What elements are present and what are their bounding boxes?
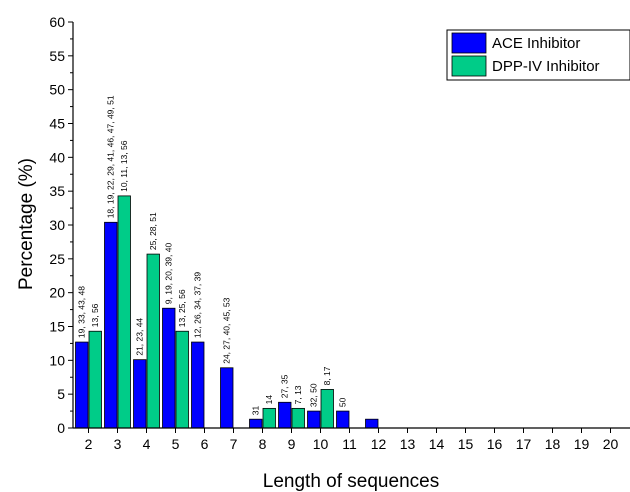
x-tick-label: 2 bbox=[85, 436, 93, 452]
legend-swatch-ace bbox=[451, 32, 487, 54]
legend-label-dpp: DPP-IV Inhibitor bbox=[492, 58, 600, 75]
y-tick-label: 20 bbox=[49, 285, 65, 301]
x-axis-title: Length of sequences bbox=[263, 471, 439, 492]
data-label: 24, 27, 40, 45, 53 bbox=[222, 297, 232, 363]
y-axis: 0 5 10 15 20 25 30 35 40 45 50 55 60 bbox=[49, 14, 73, 436]
y-tick-label: 35 bbox=[49, 183, 65, 199]
bar-dpp-8 bbox=[262, 407, 276, 429]
data-label: 13, 25, 56 bbox=[177, 289, 187, 327]
x-tick-label: 11 bbox=[342, 436, 357, 452]
y-tick-label: 40 bbox=[49, 149, 65, 165]
data-label: 32, 50 bbox=[309, 383, 319, 407]
bar-ace-10 bbox=[307, 410, 321, 429]
x-tick-label: 14 bbox=[429, 436, 445, 452]
y-tick-label: 10 bbox=[49, 352, 65, 368]
x-tick-label: 20 bbox=[603, 436, 619, 452]
data-label: 21, 23, 44 bbox=[135, 318, 145, 356]
bar-dpp-2 bbox=[88, 330, 102, 429]
bar-dpp-9 bbox=[291, 407, 305, 429]
data-label: 10, 11, 13, 56 bbox=[119, 140, 129, 192]
x-tick-label: 8 bbox=[259, 436, 267, 452]
y-tick-label: 0 bbox=[57, 420, 65, 436]
bar-dpp-3 bbox=[117, 195, 131, 429]
x-tick-label: 9 bbox=[288, 436, 296, 452]
x-tick-label: 10 bbox=[313, 436, 329, 452]
data-label: 8, 17 bbox=[322, 366, 332, 385]
data-label: 27, 35 bbox=[280, 374, 290, 398]
y-tick-label: 25 bbox=[49, 251, 65, 267]
bar-ace-6 bbox=[191, 341, 205, 429]
x-tick-label: 12 bbox=[371, 436, 387, 452]
data-label: 12, 26, 34, 37, 39 bbox=[193, 272, 203, 338]
legend-label-ace: ACE Inhibitor bbox=[492, 35, 580, 52]
y-axis-title: Percentage (%) bbox=[16, 158, 37, 290]
x-tick-label: 5 bbox=[172, 436, 180, 452]
x-tick-label: 13 bbox=[400, 436, 416, 452]
x-tick-label: 19 bbox=[574, 436, 590, 452]
bar-ace-12 bbox=[365, 418, 379, 429]
y-tick-label: 60 bbox=[49, 14, 65, 30]
data-label: 14 bbox=[264, 395, 274, 405]
y-tick-label: 5 bbox=[57, 386, 65, 402]
data-label: 9, 19, 20, 39, 40 bbox=[164, 243, 174, 305]
x-tick-label: 7 bbox=[230, 436, 238, 452]
data-label: 13, 56 bbox=[90, 303, 100, 327]
bar-ace-5 bbox=[162, 307, 176, 429]
bar-ace-7 bbox=[220, 367, 234, 429]
y-tick-label: 45 bbox=[49, 116, 65, 132]
data-label: 31 bbox=[251, 405, 261, 415]
data-label: 19, 33, 43, 48 bbox=[77, 286, 87, 338]
x-tick-label: 17 bbox=[516, 436, 532, 452]
bar-ace-4 bbox=[133, 359, 147, 429]
bar-ace-3 bbox=[104, 221, 118, 429]
x-tick-label: 4 bbox=[143, 436, 151, 452]
y-tick-label: 55 bbox=[49, 48, 65, 64]
x-tick-label: 6 bbox=[201, 436, 209, 452]
y-tick-label: 15 bbox=[49, 319, 65, 335]
x-tick-label: 3 bbox=[114, 436, 122, 452]
legend-swatch-dpp bbox=[451, 55, 487, 77]
bar-ace-9 bbox=[278, 401, 292, 429]
x-tick-label: 16 bbox=[487, 436, 503, 452]
bar-ace-2 bbox=[75, 341, 89, 429]
x-tick-label: 18 bbox=[545, 436, 561, 452]
y-tick-label: 50 bbox=[49, 82, 65, 98]
x-axis: 2 3 4 5 6 7 8 9 10 11 12 13 14 15 16 17 18 19 20 bbox=[85, 428, 619, 452]
data-label: 7, 13 bbox=[293, 385, 303, 404]
data-label: 18, 19, 22, 29, 41, 46, 47, 49, 51 bbox=[106, 95, 116, 218]
data-label: 25, 28, 51 bbox=[148, 212, 158, 250]
bar-dpp-4 bbox=[146, 253, 160, 429]
bar-dpp-5 bbox=[175, 330, 189, 429]
bar-dpp-10 bbox=[320, 389, 334, 429]
data-label: 50 bbox=[338, 397, 348, 407]
x-tick-label: 15 bbox=[458, 436, 474, 452]
bar-ace-8 bbox=[249, 418, 263, 429]
bar-ace-11 bbox=[336, 410, 350, 429]
y-tick-label: 30 bbox=[49, 217, 65, 233]
bars-group bbox=[75, 195, 379, 429]
data-labels-group: 19, 33, 43, 48 18, 19, 22, 29, 41, 46, 47… bbox=[77, 95, 348, 415]
legend: ACE Inhibitor DPP-IV Inhibitor bbox=[446, 29, 630, 81]
